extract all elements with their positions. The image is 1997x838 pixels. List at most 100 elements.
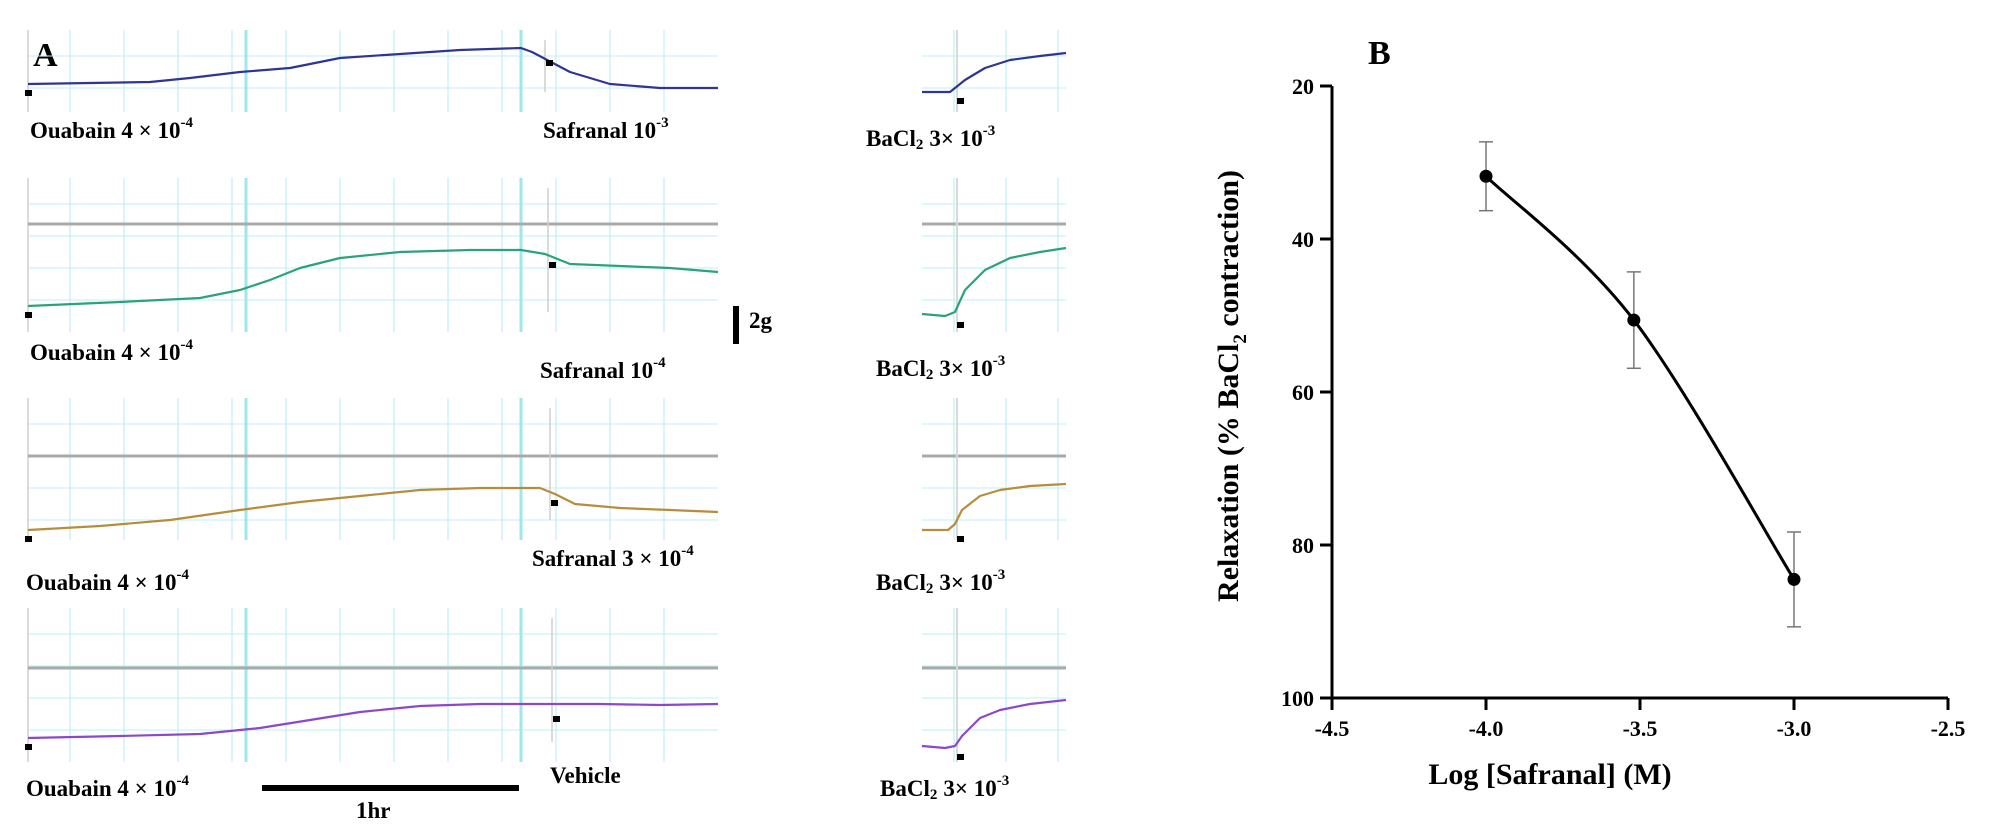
panel-a-traces: A Ouabain 4 × 10-4 Safranal 10-3 BaCl2 3×…	[25, 30, 1067, 823]
bacl-sub-1: 2	[916, 137, 924, 153]
bacl-sub-4: 2	[930, 787, 938, 803]
svg-text:Ouabain 4 × 10-4: Ouabain 4 × 10-4	[26, 567, 190, 595]
data-point	[1479, 169, 1493, 183]
ouabain-exp-1: -4	[181, 115, 194, 131]
drug-exp-1: -3	[656, 115, 669, 131]
event-marker	[957, 754, 964, 760]
x-tick-label-3: -3.0	[1777, 716, 1812, 741]
ouabain-label-2: Ouabain 4 × 10	[30, 340, 181, 365]
y-tick-label-100: 100	[1281, 686, 1314, 711]
ouabain-trace	[27, 248, 719, 308]
event-marker	[957, 536, 964, 542]
row-2-labels: Ouabain 4 × 10-4 Safranal 10-4 BaCl2 3× 1…	[30, 337, 1005, 383]
event-marker	[25, 312, 32, 318]
y-axis-ticks: 20 40 60 80 100	[1281, 74, 1332, 711]
time-scale-label: 1hr	[356, 798, 391, 823]
ouabain-label-3: Ouabain 4 × 10	[26, 570, 177, 595]
force-scale-bar	[733, 306, 739, 344]
drug-label-4: Vehicle	[550, 763, 621, 788]
trace-grids	[27, 30, 1066, 762]
bacl-exp-3: -3	[993, 567, 1006, 583]
time-scale-bar	[262, 785, 519, 791]
x-tick-label-0: -4.5	[1315, 716, 1350, 741]
event-marker	[25, 536, 32, 542]
y-tick-label-20: 20	[1292, 74, 1314, 99]
trace-row-1	[25, 46, 1067, 104]
drug-label-2: Safranal 10	[540, 358, 653, 383]
drug-label-1: Safranal 10	[543, 118, 656, 143]
grid-row-2	[27, 178, 1066, 332]
bacl-conc-4: 3× 10	[943, 776, 996, 801]
event-marker	[551, 500, 558, 506]
ouabain-exp-3: -4	[177, 567, 190, 583]
svg-text:Safranal 10-4: Safranal 10-4	[540, 355, 666, 383]
row-1-labels: Ouabain 4 × 10-4 Safranal 10-3 BaCl2 3× 1…	[30, 115, 995, 153]
bacl-sub-3: 2	[926, 581, 934, 597]
svg-text:Safranal 10-3: Safranal 10-3	[543, 115, 669, 143]
bacl-trace	[922, 482, 1067, 532]
ouabain-trace	[27, 46, 718, 90]
bacl-label-3: BaCl	[876, 570, 926, 595]
bacl-conc-1: 3× 10	[929, 126, 982, 151]
grid-row-4	[27, 608, 1066, 762]
trace-lines	[25, 46, 1067, 760]
force-scale-label: 2g	[749, 308, 773, 333]
drug-exp-2: -4	[653, 355, 666, 371]
y-axis-title-prefix: Relaxation (% BaCl	[1212, 344, 1245, 602]
ouabain-label-4: Ouabain 4 × 10	[26, 776, 177, 801]
ouabain-trace	[27, 486, 719, 532]
series-safranal	[1479, 141, 1801, 628]
drug-label-3: Safranal 3 × 10	[532, 546, 681, 571]
trace-row-3	[25, 482, 1067, 542]
ouabain-exp-2: -4	[181, 337, 194, 353]
bacl-label-4: BaCl	[880, 776, 930, 801]
x-axis-title: Log [Safranal] (M)	[1428, 758, 1671, 791]
y-axis-title-sub: 2	[1230, 334, 1251, 344]
bacl-exp-4: -3	[997, 773, 1010, 789]
data-point	[1787, 572, 1801, 586]
ouabain-trace	[27, 702, 719, 740]
y-axis-title: Relaxation (% BaCl2 contraction)	[1212, 170, 1251, 602]
data-point	[1627, 313, 1641, 327]
bacl-conc-3: 3× 10	[939, 570, 992, 595]
bacl-exp-1: -3	[983, 123, 996, 139]
y-tick-label-60: 60	[1292, 380, 1314, 405]
bacl-trace	[922, 51, 1067, 94]
series-line	[1484, 175, 1796, 581]
bacl-label-1: BaCl	[866, 126, 916, 151]
bacl-exp-2: -3	[993, 353, 1006, 369]
drug-exp-3: -4	[681, 543, 694, 559]
bacl-label-2: BaCl	[876, 356, 926, 381]
row-3-labels: Ouabain 4 × 10-4 Safranal 3 × 10-4 BaCl2…	[26, 543, 1005, 597]
bacl-sub-2: 2	[926, 367, 934, 383]
bacl-conc-2: 3× 10	[939, 356, 992, 381]
y-tick-label-80: 80	[1292, 533, 1314, 558]
event-marker	[546, 60, 553, 66]
bacl-trace	[921, 698, 1067, 750]
ouabain-label-1: Ouabain 4 × 10	[30, 118, 181, 143]
x-tick-label-2: -3.5	[1623, 716, 1658, 741]
y-tick-label-40: 40	[1292, 227, 1314, 252]
svg-text:Ouabain 4 × 10-4: Ouabain 4 × 10-4	[30, 337, 194, 365]
bacl-trace	[921, 246, 1067, 318]
y-axis-title-suffix: contraction)	[1212, 170, 1245, 334]
svg-text:Safranal 3 × 10-4: Safranal 3 × 10-4	[532, 543, 694, 571]
event-marker	[549, 262, 556, 268]
event-marker	[957, 98, 964, 104]
row-4-labels: Ouabain 4 × 10-4 Vehicle BaCl2 3× 10-3	[26, 763, 1009, 803]
x-axis-ticks: -4.5 -4.0 -3.5 -3.0 -2.5	[1315, 698, 1966, 741]
panel-b-letter: B	[1368, 35, 1391, 72]
panel-b-chart: B 20 40 60 80 100 -4.5 -4.0 -3.5 -3.0 -2.5 Relax…	[1212, 35, 1965, 791]
trace-row-4	[25, 698, 1067, 760]
svg-text:Vehicle: Vehicle	[550, 763, 621, 788]
grid-row-1	[27, 30, 1066, 112]
x-tick-label-4: -2.5	[1931, 716, 1966, 741]
event-marker	[957, 322, 964, 328]
svg-text:Ouabain 4 × 10-4: Ouabain 4 × 10-4	[26, 773, 190, 801]
event-marker	[553, 716, 560, 722]
event-marker	[25, 744, 32, 750]
trace-row-2	[25, 246, 1067, 328]
